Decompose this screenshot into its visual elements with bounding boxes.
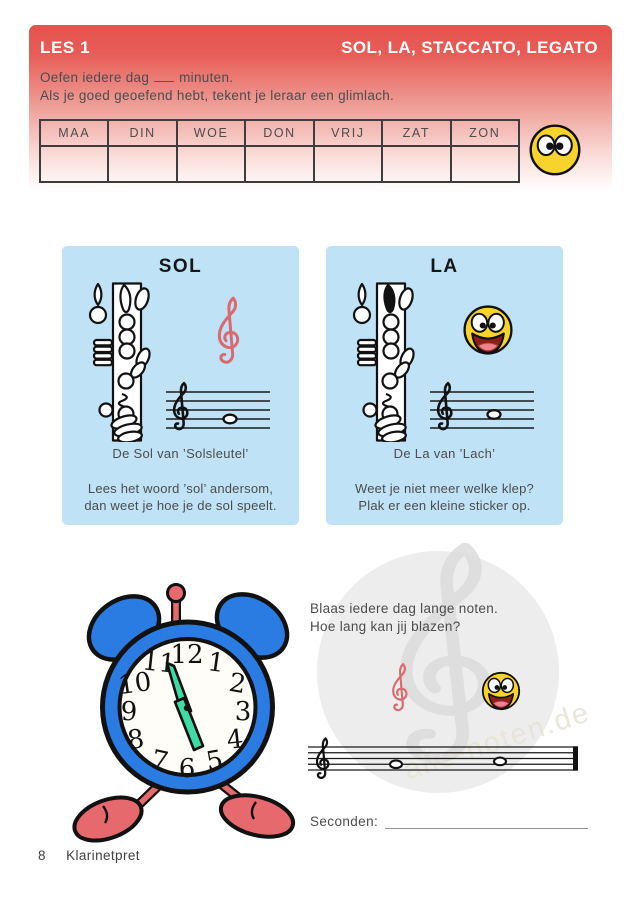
table-header-row: MAA DIN WOE DON VRIJ ZAT ZON xyxy=(38,119,521,147)
blow-line-2: Hoe lang kan jij blazen? xyxy=(310,619,461,634)
red-treble-clef-icon xyxy=(217,296,240,364)
practice-cell xyxy=(244,145,315,183)
day-header-din: DIN xyxy=(107,119,178,147)
blow-instructions: Blaas iedere dag lange noten. Hoe lang k… xyxy=(310,600,498,636)
practice-cell xyxy=(381,145,452,183)
day-header-don: DON xyxy=(244,119,315,147)
clock-numeral-3: 3 xyxy=(235,697,252,727)
sol-card: SOL De Sol van ’Solsleutel’ Lees het woo… xyxy=(62,246,299,525)
seconds-row: Seconden: xyxy=(310,814,588,829)
blow-line-1: Blaas iedere dag lange noten. xyxy=(310,601,499,616)
practice-cell xyxy=(175,145,247,183)
sol-card-title: SOL xyxy=(158,256,203,277)
la-hint-line2: Plak er een kleine sticker op. xyxy=(358,498,531,513)
page-footer: 8 Klarinetpret xyxy=(38,848,140,863)
clock-numeral-9: 9 xyxy=(121,697,138,727)
long-notes-staff-icon xyxy=(308,737,578,780)
la-hints: Weet je niet meer welke klep? Plak er ee… xyxy=(326,480,563,514)
lesson-number-label: LES 1 xyxy=(40,38,91,57)
sol-caption: De Sol van ’Solsleutel’ xyxy=(112,446,249,461)
clarinet-fingering-sol-icon xyxy=(88,282,152,442)
seconds-label: Seconden: xyxy=(310,814,379,829)
clock-numeral-7: 7 xyxy=(148,745,170,778)
la-card-title: LA xyxy=(430,256,459,277)
clock-numeral-8: 8 xyxy=(126,724,147,756)
clock-numeral-1: 1 xyxy=(206,647,227,679)
laughing-smiley-small-icon xyxy=(481,671,521,711)
clock-hands xyxy=(165,661,205,752)
watermark-circle xyxy=(317,551,559,793)
day-header-maa: MAA xyxy=(38,119,110,147)
clock-numeral-10: 10 xyxy=(116,667,153,701)
staff-note-g-icon xyxy=(166,381,270,431)
practice-cell xyxy=(38,145,110,183)
clock-numeral-4: 4 xyxy=(225,724,245,756)
day-header-zon: ZON xyxy=(449,119,521,147)
lesson-title: SOL, LA, STACCATO, LEGATO xyxy=(341,38,598,57)
seconds-answer-line xyxy=(385,815,588,829)
clock-feet xyxy=(72,793,296,843)
clarinet-fingering-la-icon xyxy=(352,282,416,442)
instruction-line1-after: minuten. xyxy=(179,70,234,85)
clock-numeral-5: 5 xyxy=(204,745,226,777)
staff-note-a-icon xyxy=(430,381,534,431)
day-header-woe: WOE xyxy=(175,119,247,147)
sol-hint-line1: Lees het woord ’sol’ andersom, xyxy=(87,481,274,496)
smiley-no-mouth-icon xyxy=(529,124,581,176)
sol-hints: Lees het woord ’sol’ andersom, dan weet … xyxy=(62,480,299,514)
practice-cell xyxy=(107,145,178,183)
day-header-zat: ZAT xyxy=(381,119,452,147)
practice-week-table: MAA DIN WOE DON VRIJ ZAT ZON xyxy=(38,119,521,183)
laughing-smiley-icon xyxy=(463,305,513,355)
alarm-clock-illustration: 12 1 2 3 4 5 6 7 8 9 10 11 xyxy=(72,583,296,843)
table-empty-row xyxy=(38,145,521,183)
red-treble-clef-small-icon xyxy=(392,663,408,712)
practice-cell xyxy=(312,145,384,183)
instruction-line-2: Als je goed geoefend hebt, tekent je ler… xyxy=(40,88,395,103)
clock-numeral-2: 2 xyxy=(227,668,249,700)
la-caption: De La van ’Lach’ xyxy=(393,446,496,461)
lesson-banner: LES 1 SOL, LA, STACCATO, LEGATO Oefen ie… xyxy=(29,25,612,192)
clock-numerals: 12 1 2 3 4 5 6 7 8 9 10 11 xyxy=(116,640,251,784)
minutes-blank-line xyxy=(154,70,175,82)
la-hint-line1: Weet je niet meer welke klep? xyxy=(355,481,534,496)
clock-numeral-12: 12 xyxy=(170,640,203,670)
publisher-watermark: alle-noten.de xyxy=(317,540,592,793)
sol-hint-line2: dan weet je hoe je de sol speelt. xyxy=(84,498,277,513)
clock-numeral-6: 6 xyxy=(179,754,196,784)
book-title: Klarinetpret xyxy=(66,848,140,863)
la-card: LA De La van ’Lach’ Weet je niet meer we… xyxy=(326,246,563,525)
instruction-line1-before: Oefen iedere dag xyxy=(40,70,150,85)
day-header-vrij: VRIJ xyxy=(312,119,384,147)
practice-cell xyxy=(449,145,521,183)
clock-knob xyxy=(166,583,186,629)
page-number: 8 xyxy=(38,848,46,863)
instruction-line-1: Oefen iedere dag minuten. xyxy=(40,70,233,85)
